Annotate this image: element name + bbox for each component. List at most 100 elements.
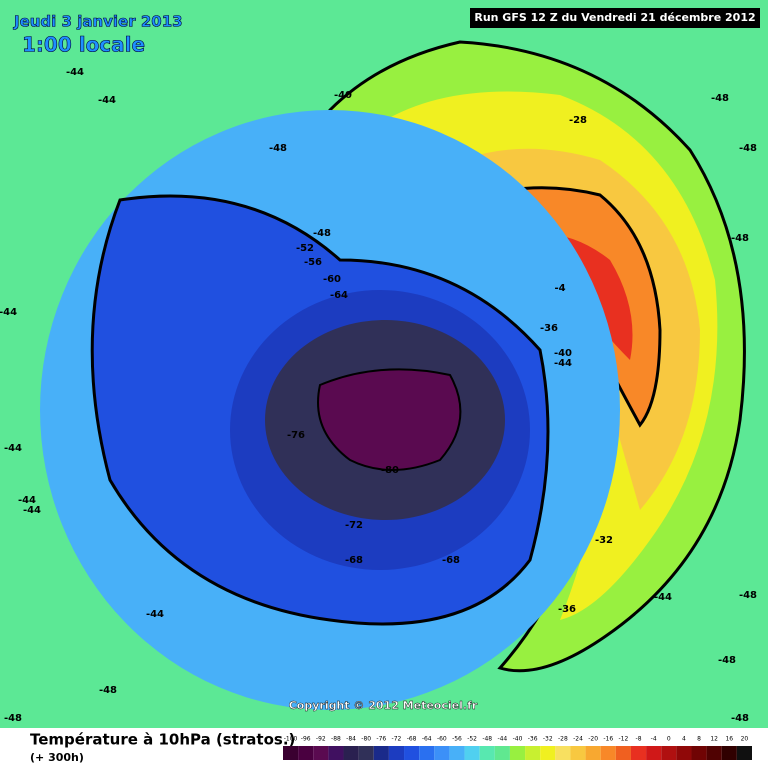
scale-swatch <box>343 746 359 760</box>
scale-swatch <box>388 746 405 760</box>
scale-swatch <box>479 746 495 760</box>
scale-tick-label: -64 <box>422 736 432 743</box>
scale-tick-label: 16 <box>725 736 733 743</box>
scale-swatch <box>736 746 752 760</box>
contour-label: -48 <box>739 143 757 154</box>
scale-tick-label: 12 <box>710 736 718 743</box>
scale-swatch <box>298 746 314 760</box>
scale-tick-label: -36 <box>528 736 538 743</box>
contour-label: -60 <box>323 274 341 285</box>
contour-label: -64 <box>330 290 348 301</box>
scale-swatch <box>373 746 389 760</box>
contour-label: -44 <box>554 358 572 369</box>
contour-label: -44 <box>0 307 17 318</box>
scale-swatch <box>706 746 722 760</box>
scale-tick-label: -92 <box>316 736 326 743</box>
contour-label: -48 <box>99 685 117 696</box>
contour-label: -44 <box>18 495 36 506</box>
scale-swatch <box>691 746 707 760</box>
contour-label: -4 <box>554 283 565 294</box>
contour-label: -48 <box>711 93 729 104</box>
contour-label: -40 <box>334 90 352 101</box>
contour-label: -36 <box>558 604 576 615</box>
contour-label: -48 <box>718 655 736 666</box>
color-scale: -100 -96 -92 -88 -84 -80 -76 -72 -68 -64 -60 -56 -52… <box>283 736 752 760</box>
contour-label: -44 <box>654 592 672 603</box>
scale-tick-label: -84 <box>346 736 356 743</box>
scale-swatch <box>283 746 299 760</box>
contour-label: -44 <box>98 95 116 106</box>
scale-tick-label: 8 <box>697 736 701 743</box>
contour-label: -44 <box>146 609 164 620</box>
contour-label: -52 <box>296 243 314 254</box>
scale-tick-label: -32 <box>543 736 553 743</box>
contour-label: -80 <box>381 465 399 476</box>
scale-tick-label: -16 <box>603 736 613 743</box>
scale-swatch <box>615 746 631 760</box>
copyright: Copyright © 2012 Meteociel.fr <box>289 699 478 712</box>
scale-swatch <box>570 746 586 760</box>
scale-tick-label: -24 <box>573 736 583 743</box>
run-box <box>470 8 760 28</box>
scale-tick-label: -20 <box>588 736 598 743</box>
scale-swatch <box>404 746 420 760</box>
scale-swatch <box>464 746 480 760</box>
scale-tick-label: -68 <box>407 736 417 743</box>
scale-tick-label: -100 <box>284 736 298 743</box>
scale-swatch <box>525 746 541 760</box>
scale-swatch <box>676 746 692 760</box>
scale-tick-label: -12 <box>618 736 628 743</box>
contour-label: -36 <box>540 323 558 334</box>
scale-tick-label: -88 <box>331 736 341 743</box>
scale-swatch <box>661 746 677 760</box>
contour-label: -48 <box>4 713 22 724</box>
scale-swatch <box>540 746 556 760</box>
contour-label: -32 <box>595 535 613 546</box>
contour-label: -76 <box>287 430 305 441</box>
scale-swatch <box>585 746 601 760</box>
scale-swatch <box>358 746 374 760</box>
contour-label: -48 <box>739 590 757 601</box>
scale-swatch <box>434 746 450 760</box>
footer-lead: (+ 300h) <box>30 751 84 764</box>
scale-tick-label: -4 <box>651 736 657 743</box>
scale-swatch <box>494 746 510 760</box>
warm-max <box>500 233 633 360</box>
scale-tick-label: -76 <box>376 736 386 743</box>
contour-label: -48 <box>731 233 749 244</box>
scale-swatch <box>313 746 329 760</box>
scale-swatch <box>449 746 465 760</box>
vortex-core <box>317 368 462 471</box>
scale-swatch <box>509 746 526 760</box>
contour-label: -44 <box>66 67 84 78</box>
scale-tick-label: -48 <box>482 736 492 743</box>
footer-title: Température à 10hPa (stratos.) <box>30 731 295 749</box>
contour-label: -48 <box>731 713 749 724</box>
contour-label: -28 <box>569 115 587 126</box>
contour-label: -44 <box>4 443 22 454</box>
scale-tick-label: 0 <box>667 736 671 743</box>
scale-tick-label: -8 <box>636 736 642 743</box>
contour-label: -56 <box>304 257 322 268</box>
scale-swatch <box>419 746 435 760</box>
scale-tick-label: 4 <box>682 736 686 743</box>
contour-label: -68 <box>442 555 460 566</box>
scale-tick-label: -96 <box>301 736 311 743</box>
scale-swatch <box>555 746 571 760</box>
scale-tick-label: 20 <box>741 736 749 743</box>
scale-tick-label: -60 <box>437 736 447 743</box>
date: Jeudi 3 janvier 2013 <box>13 13 183 31</box>
contour-label: -48 <box>269 143 287 154</box>
scale-tick-label: -80 <box>361 736 371 743</box>
scale-tick-label: -52 <box>467 736 477 743</box>
contour-label: -40 <box>554 348 572 359</box>
scale-swatch <box>328 746 344 760</box>
run-info: Run GFS 12 Z du Vendredi 21 décembre 201… <box>474 11 755 24</box>
scale-tick-label: -28 <box>558 736 568 743</box>
local-time: 1:00 locale <box>22 33 145 57</box>
contour-labels: -44-44 -40-28-48-48-48-48-52-56-60-64-48-… <box>0 67 757 724</box>
scale-tick-label: -56 <box>452 736 462 743</box>
contour-label: -68 <box>345 555 363 566</box>
